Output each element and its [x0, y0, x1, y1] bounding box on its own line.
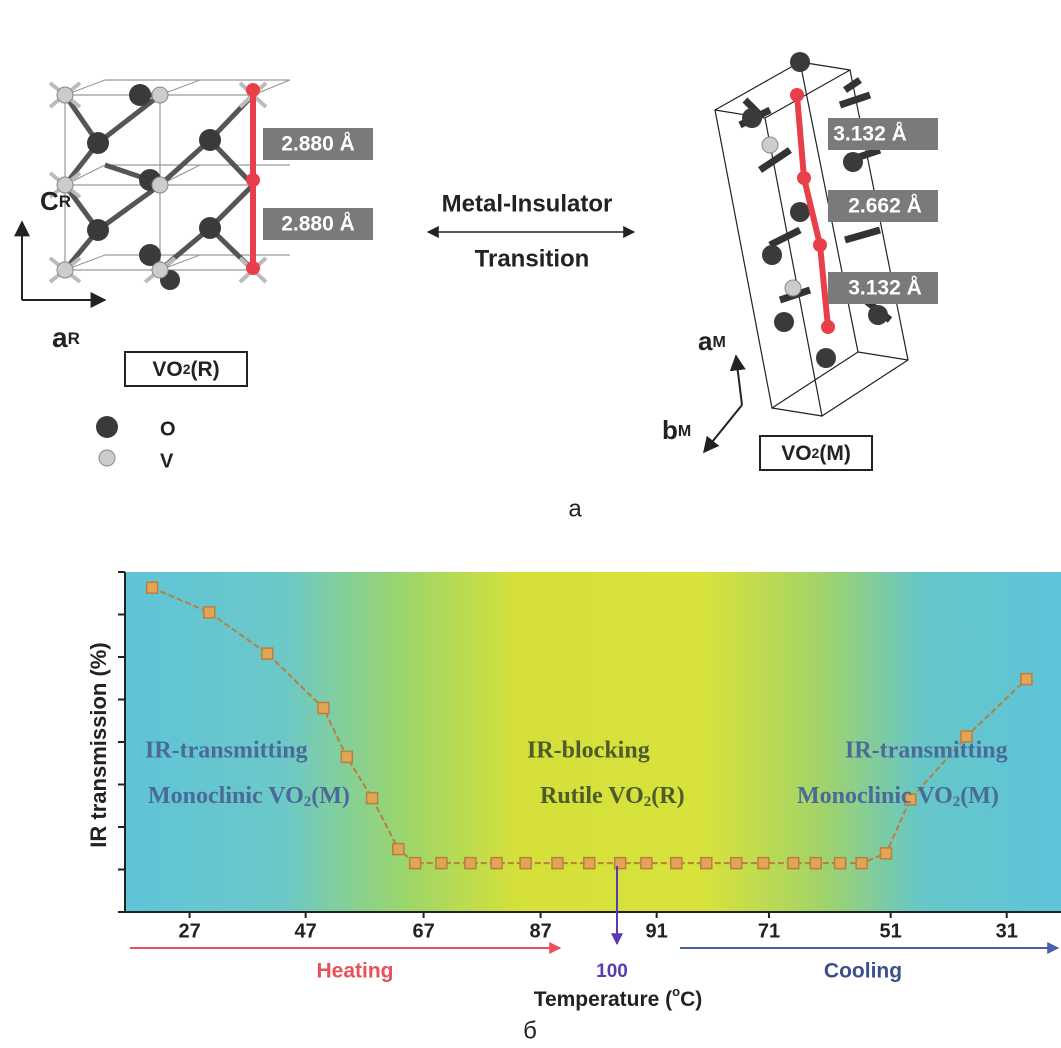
data-point [147, 582, 158, 593]
annotation: Monoclinic VO2(M) [148, 783, 350, 811]
legend-symbol [99, 450, 115, 466]
formula-subscript: 2 [812, 445, 820, 461]
data-point [410, 858, 421, 869]
formula-subscript: 2 [183, 361, 191, 377]
rutile-atoms [57, 83, 260, 290]
peak-temperature: 100 [596, 961, 628, 982]
data-point [393, 844, 404, 855]
cooling-label: Cooling [824, 960, 902, 983]
axis-label: aM [698, 326, 726, 356]
x-axis-label-superscript: o [672, 984, 680, 999]
data-point [262, 648, 273, 659]
figure: 2.880 Å 2.880 Å CR aR VO2(R) O V Metal-I… [0, 0, 1061, 1048]
annotation-text: (M) [960, 783, 999, 809]
x-tick-label: 71 [758, 920, 780, 942]
annotation-text: Monoclinic VO [797, 783, 953, 809]
distance-label: 3.132 Å [848, 276, 922, 300]
axis-subscript: R [59, 192, 71, 211]
panel-caption: a [568, 495, 582, 522]
x-tick-label: 67 [412, 920, 434, 942]
axis-label: bM [662, 415, 691, 445]
data-point [641, 858, 652, 869]
formula: VO [152, 358, 182, 381]
data-point [584, 858, 595, 869]
annotation: IR-transmitting [845, 738, 1008, 764]
x-tick-label: 91 [646, 920, 668, 942]
data-point [671, 858, 682, 869]
annotation-text: Monoclinic VO [148, 783, 304, 809]
x-tick-label: 51 [880, 920, 902, 942]
data-point [367, 793, 378, 804]
data-point [491, 858, 502, 869]
annotation: Rutile VO2(R) [540, 783, 685, 811]
annotation-text: (M) [311, 783, 350, 809]
formula-phase: (M) [819, 442, 850, 465]
axis-letter: a [52, 322, 68, 353]
axis-subscript: R [68, 329, 80, 348]
legend-label: V [160, 450, 174, 472]
x-tick-label: 31 [996, 920, 1018, 942]
heating-label: Heating [316, 960, 393, 983]
data-point [552, 858, 563, 869]
axis-letter: C [40, 186, 59, 216]
data-point [758, 858, 769, 869]
axis-subscript: M [712, 334, 725, 351]
annotation: IR-transmitting [145, 738, 308, 764]
data-point [701, 858, 712, 869]
distance-label: 2.662 Å [848, 194, 922, 218]
x-tick-label: 87 [529, 920, 551, 942]
annotation-subscript: 2 [304, 794, 312, 810]
annotation-text: (R) [651, 783, 684, 809]
data-point [204, 607, 215, 618]
annotation: Monoclinic VO2(M) [797, 783, 999, 811]
data-point [835, 858, 846, 869]
data-point [880, 848, 891, 859]
data-point [856, 858, 867, 869]
data-point [1021, 674, 1032, 685]
annotation-subscript: 2 [644, 794, 652, 810]
formula-phase: (R) [190, 358, 219, 381]
axis-arrow [704, 405, 742, 452]
data-point [341, 751, 352, 762]
x-tick-label: 47 [295, 920, 317, 942]
axis-letter: a [698, 326, 713, 356]
annotation-subscript: 2 [953, 794, 961, 810]
axis-subscript: M [678, 423, 691, 440]
formula: VO [781, 442, 811, 465]
data-point [436, 858, 447, 869]
panel-caption: б [523, 1017, 537, 1044]
data-point [318, 703, 329, 714]
data-point [520, 858, 531, 869]
legend-symbol [96, 416, 118, 438]
data-point [465, 858, 476, 869]
annotation: IR-blocking [527, 738, 650, 764]
x-axis-label-text: C) [680, 988, 702, 1011]
transition-label: Transition [475, 245, 590, 272]
data-point [731, 858, 742, 869]
axis-arrow [736, 356, 742, 405]
data-point [788, 858, 799, 869]
annotation-text: Rutile VO [540, 783, 644, 809]
data-point [810, 858, 821, 869]
transition-label: Metal-Insulator [442, 190, 613, 217]
x-tick-label: 27 [178, 920, 200, 942]
axis-label: aR [52, 322, 80, 353]
y-axis-label: IR transmission (%) [86, 642, 111, 847]
x-axis-label: Temperature (oC) [534, 984, 703, 1010]
axis-letter: b [662, 415, 678, 445]
legend-label: O [160, 418, 176, 440]
distance-label: 3.132 Å [833, 122, 907, 146]
x-axis-label-text: Temperature ( [534, 988, 672, 1011]
distance-label: 2.880 Å [281, 132, 355, 156]
distance-label: 2.880 Å [281, 212, 355, 236]
